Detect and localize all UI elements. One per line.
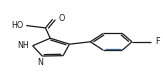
Text: N: N xyxy=(38,58,44,67)
Text: O: O xyxy=(59,14,65,23)
Text: HO: HO xyxy=(11,21,23,30)
Text: F: F xyxy=(155,37,160,46)
Text: NH: NH xyxy=(17,41,29,50)
